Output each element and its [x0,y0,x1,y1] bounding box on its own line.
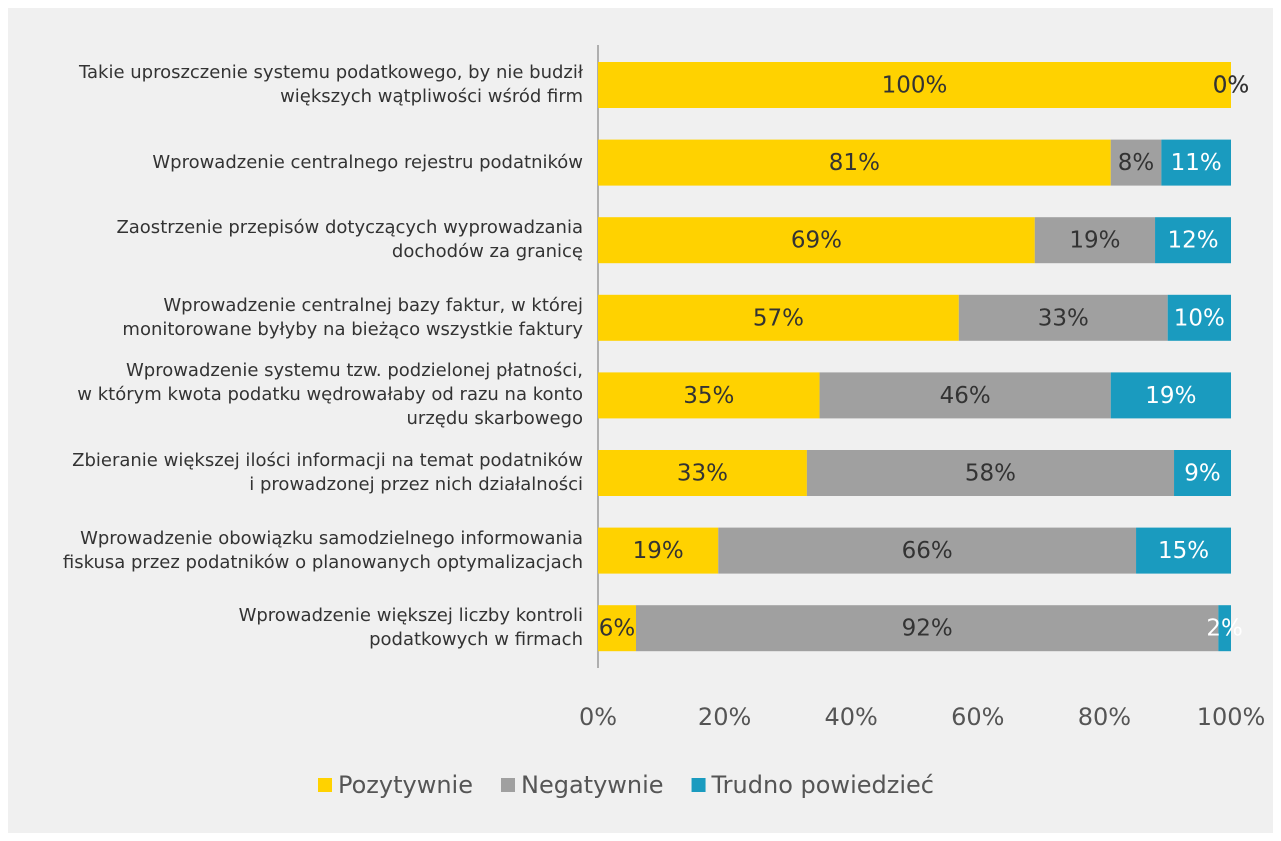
bar-segment [1155,217,1231,264]
category-label: Wprowadzenie centralnej bazy faktur, w k… [122,294,583,340]
value-label: 58% [965,461,1016,487]
bar-segment [1110,139,1162,186]
value-label: 19% [1145,383,1196,409]
value-label: 66% [902,538,953,564]
bar-segment [958,294,1168,341]
bar-segment [1034,217,1156,264]
value-label: 92% [902,616,953,642]
bar-segment [1161,139,1231,186]
bar-segment [598,217,1035,264]
category-label: Wprowadzenie obowiązku samodzielnego inf… [62,527,583,573]
bar-segment [598,62,1231,108]
x-tick-label: 0% [579,703,617,731]
category-label: Wprowadzenie większej liczby kontroli po… [238,605,583,651]
bar-segment [598,294,959,341]
value-label: 10% [1174,305,1225,331]
value-label: 2% [1206,616,1243,642]
value-label: 46% [940,383,991,409]
bar-segment [598,605,636,652]
value-label: 33% [677,461,728,487]
legend-swatch [318,778,332,792]
value-label: 11% [1171,150,1222,176]
bar-segment [598,527,719,574]
value-label: 69% [791,228,842,254]
value-label: 35% [683,383,734,409]
bar-segment [1174,450,1231,496]
value-label: 9% [1184,461,1221,487]
value-label: 19% [1069,228,1120,254]
category-label: Zaostrzenie przepisów dotyczących wyprow… [116,217,583,263]
x-tick-label: 20% [698,703,751,731]
legend-label: Trudno powiedzieć [711,771,934,799]
legend-swatch [501,778,515,792]
value-label: 0% [1213,73,1250,99]
value-label: 57% [753,305,804,331]
legend-label: Pozytywnie [338,771,473,799]
value-label: 100% [882,73,948,99]
value-label: 0% [1213,73,1250,99]
category-label: Wprowadzenie systemu tzw. podzielonej pł… [77,360,583,430]
value-label: 81% [829,150,880,176]
value-label: 15% [1158,538,1209,564]
bar-segment [1167,294,1231,341]
bar-segment [718,527,1137,574]
bar-segment [1110,372,1231,419]
bar-segment [1218,605,1231,652]
legend-label: Negatywnie [521,771,664,799]
x-tick-label: 40% [825,703,878,731]
x-tick-label: 60% [951,703,1004,731]
bar-segment [598,139,1111,186]
x-tick-label: 80% [1078,703,1131,731]
value-label: 6% [599,616,636,642]
value-label: 8% [1118,150,1155,176]
bar-segment [1136,527,1231,574]
category-label: Zbieranie większej ilości informacji na … [72,450,583,495]
category-label: Takie uproszczenie systemu podatkowego, … [78,62,583,107]
value-label: 12% [1167,228,1218,254]
value-label: 19% [633,538,684,564]
category-label: Wprowadzenie centralnego rejestru podatn… [152,151,583,173]
bar-segment [806,450,1175,496]
legend-swatch [691,778,706,792]
bar-segment [598,450,807,496]
bar-segment [819,372,1111,419]
value-label: 33% [1038,305,1089,331]
x-tick-label: 100% [1197,703,1266,731]
bar-segment [598,372,820,419]
bar-segment [635,605,1219,652]
